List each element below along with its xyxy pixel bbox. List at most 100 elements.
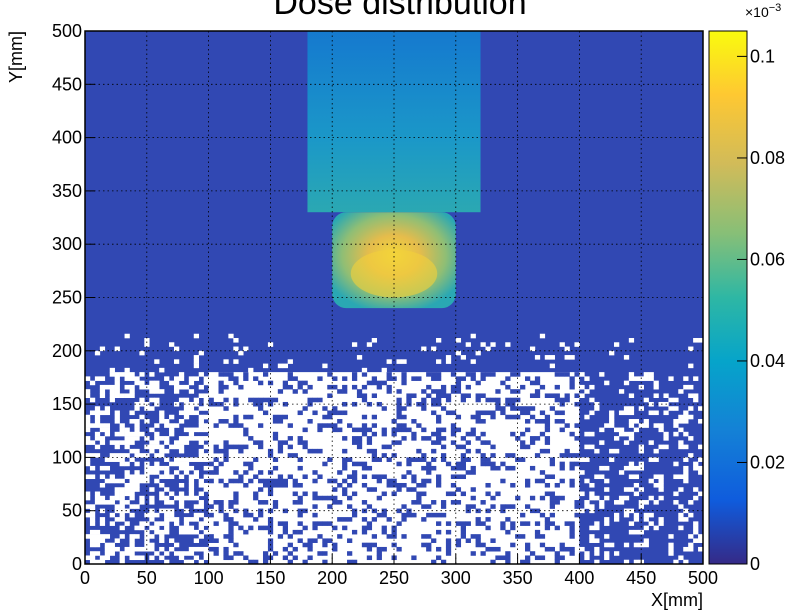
speckle-bin	[693, 525, 699, 531]
speckle-bin	[510, 504, 516, 509]
speckle-bin	[109, 440, 115, 445]
speckle-bin	[159, 474, 165, 480]
speckle-bin	[485, 440, 491, 445]
speckle-bin	[173, 542, 180, 548]
speckle-bin	[549, 495, 555, 501]
speckle-bin	[139, 380, 145, 386]
speckle-bin	[525, 546, 531, 552]
x-tick-label: 350	[503, 568, 533, 588]
speckle-bin	[485, 525, 491, 531]
speckle-bin	[198, 350, 204, 356]
speckle-bin	[480, 440, 486, 445]
x-tick-label: 250	[379, 568, 409, 588]
speckle-bin	[698, 338, 703, 343]
speckle-bin	[272, 436, 279, 441]
speckle-bin	[223, 448, 229, 454]
speckle-bin	[673, 461, 679, 467]
speckle-bin	[188, 436, 195, 441]
speckle-bin	[406, 487, 412, 492]
speckle-bin	[529, 380, 536, 386]
speckle-bin	[638, 448, 644, 454]
speckle-bin	[445, 542, 452, 548]
speckle-bin	[643, 525, 649, 531]
speckle-bin	[361, 367, 368, 373]
speckle-bin	[159, 414, 165, 420]
speckle-bin	[396, 521, 402, 526]
speckle-bin	[688, 406, 694, 411]
speckle-bin	[178, 376, 185, 381]
speckle-bin	[455, 461, 462, 467]
speckle-bin	[267, 487, 274, 492]
speckle-bin	[193, 363, 200, 369]
speckle-bin	[139, 521, 145, 526]
speckle-bin	[104, 555, 111, 561]
speckle-bin	[648, 478, 654, 484]
speckle-bin	[564, 397, 570, 403]
speckle-bin	[149, 406, 155, 411]
speckle-bin	[94, 500, 101, 505]
speckle-bin	[243, 346, 249, 352]
speckle-bin	[361, 525, 368, 531]
speckle-bin	[683, 517, 689, 522]
speckle-bin	[376, 546, 382, 552]
speckle-bin	[253, 440, 259, 445]
speckle-bin	[688, 546, 694, 552]
speckle-bin	[223, 512, 229, 518]
speckle-bin	[534, 453, 541, 458]
speckle-bin	[139, 401, 145, 407]
y-tick-label: 150	[52, 394, 82, 414]
speckle-bin	[302, 440, 308, 445]
speckle-bin	[445, 355, 452, 360]
speckle-bin	[169, 517, 175, 522]
speckle-bin	[193, 470, 200, 475]
speckle-bin	[351, 384, 358, 390]
speckle-bin	[554, 384, 560, 390]
y-tick-label: 400	[52, 128, 82, 148]
speckle-bin	[292, 478, 298, 484]
speckle-bin	[584, 500, 590, 505]
speckle-bin	[628, 423, 635, 428]
speckle-bin	[589, 495, 595, 501]
speckle-bin	[347, 457, 353, 462]
speckle-bin	[539, 470, 546, 475]
speckle-bin	[431, 346, 437, 352]
speckle-bin	[85, 512, 91, 518]
speckle-bin	[188, 474, 195, 480]
speckle-bin	[470, 431, 476, 437]
speckle-bin	[89, 521, 96, 526]
speckle-bin	[455, 444, 462, 450]
speckle-bin	[188, 478, 195, 484]
speckle-bin	[129, 504, 135, 509]
speckle-bin	[534, 529, 541, 535]
speckle-bin	[332, 427, 338, 433]
speckle-bin	[431, 431, 437, 437]
speckle-bin	[396, 427, 402, 433]
speckle-bin	[292, 500, 298, 505]
speckle-bin	[366, 525, 373, 531]
speckle-bin	[277, 389, 284, 394]
speckle-bin	[347, 474, 353, 480]
speckle-bin	[436, 414, 442, 420]
speckle-bin	[134, 478, 140, 484]
speckle-bin	[342, 465, 348, 471]
speckle-bin	[124, 440, 130, 445]
speckle-bin	[302, 389, 308, 394]
speckle-bin	[371, 534, 377, 539]
speckle-bin	[129, 491, 135, 497]
speckle-bin	[510, 521, 516, 526]
speckle-bin	[302, 559, 308, 564]
speckle-bin	[589, 384, 595, 390]
speckle-bin	[277, 478, 284, 484]
speckle-bin	[525, 406, 531, 411]
speckle-bin	[525, 559, 531, 564]
speckle-bin	[114, 410, 120, 416]
speckle-bin	[445, 521, 452, 526]
speckle-bin	[401, 406, 407, 411]
speckle-bin	[584, 376, 590, 381]
speckle-bin	[569, 551, 575, 556]
speckle-bin	[698, 444, 703, 450]
speckle-bin	[347, 482, 353, 488]
speckle-bin	[678, 555, 684, 561]
speckle-bin	[569, 384, 575, 390]
